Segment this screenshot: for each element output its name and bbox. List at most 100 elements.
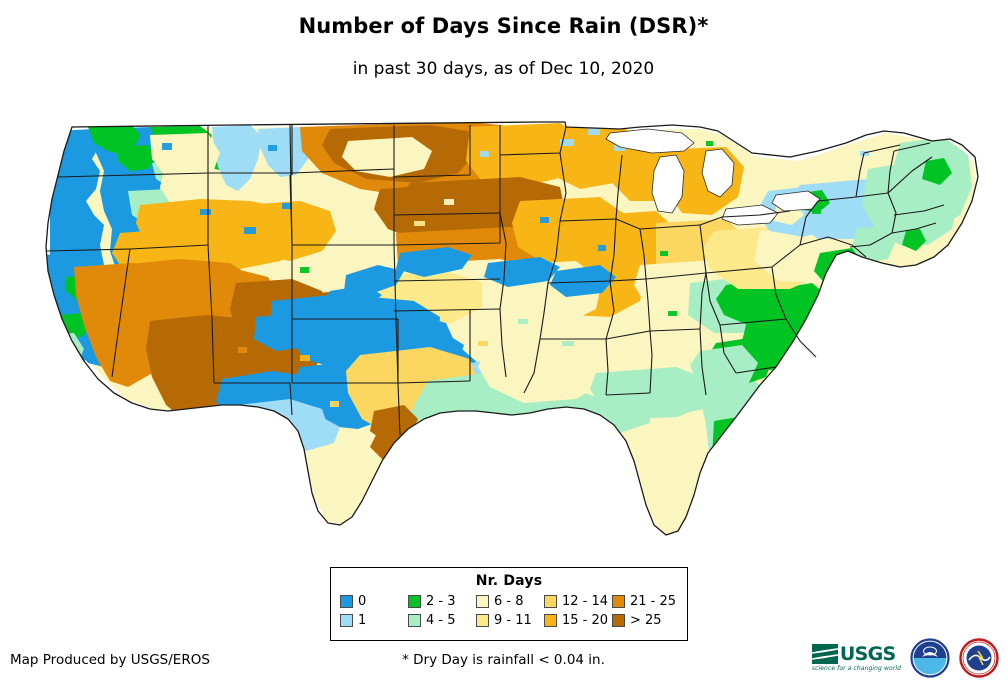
speckle [330,401,339,407]
usgs-logo[interactable]: USGS science for a changing world [811,642,901,672]
speckle [562,341,574,346]
speckle [162,143,172,150]
map-speckle-layer [162,125,869,407]
speckle [706,141,713,146]
speckle [268,145,277,151]
legend-item-8: 21 - 25 [612,592,680,611]
legend-swatch-0 [340,595,353,608]
speckle [668,311,677,316]
legend-swatch-7 [544,614,557,627]
speckle [238,347,247,353]
footer-credit: Map Produced by USGS/EROS [10,652,210,668]
region-maine-mint [892,137,972,229]
legend-swatch-6 [544,595,557,608]
region-mt-nw-blue1 [258,127,312,177]
speckle [200,209,211,215]
region-id-orange2 [238,201,336,261]
noaa-upper-fill [930,641,947,658]
legend-label-9: > 25 [630,613,662,628]
great-lakes [605,128,821,226]
speckle [300,267,309,273]
lake-superior [605,128,695,154]
noaa-lower-fill [913,658,947,675]
region-id-panhandle-blue1 [212,125,262,191]
streak-ne-blue [396,247,472,277]
legend-label-0: 0 [358,594,367,609]
speckle [518,319,528,324]
region-ri-green [902,229,926,251]
streak-mo-blue [484,257,560,287]
legend-label-3: 4 - 5 [426,613,456,628]
region-nj-mint [852,225,896,263]
region-sc-mint [690,345,758,393]
streak-pan-blue [304,293,366,321]
speckle [690,295,698,300]
legend-swatch-4 [476,595,489,608]
legend-item-9: > 25 [612,611,680,630]
speckle [598,245,606,251]
legend-swatch-2 [408,595,421,608]
legend-item-5: 9 - 11 [476,611,544,630]
region-sd-darkbrown2 [374,183,500,243]
region-appalachia-green [716,279,784,325]
speckle [812,209,821,214]
noaa-ellipse [923,646,937,656]
speckle [480,151,489,157]
legend-swatch-1 [340,614,353,627]
legend-label-4: 6 - 8 [494,594,524,609]
speckle [588,125,600,135]
page-subtitle: in past 30 days, as of Dec 10, 2020 [352,59,655,79]
region-nd-orange [466,123,580,187]
legend-label-2: 2 - 3 [426,594,456,609]
nws-lightning-icon [968,654,991,662]
legend-item-7: 15 - 20 [544,611,612,630]
region-co-blue0c [254,313,318,351]
legend-item-1: 1 [340,611,408,630]
legend-label-6: 12 - 14 [562,594,609,609]
speckle [300,355,310,361]
usgs-wave-icon [811,644,838,664]
lake-huron [701,148,735,198]
conus-outline [45,121,979,536]
legend-item-2: 2 - 3 [408,592,476,611]
legend-swatch-8 [612,595,625,608]
legend-label-5: 9 - 11 [494,613,532,628]
lake-michigan [651,154,685,214]
noaa-left-fill [913,641,930,658]
legend-item-3: 4 - 5 [408,611,476,630]
legend-label-1: 1 [358,613,367,628]
usgs-wordmark: USGS [839,642,896,665]
legend-panel: Nr. Days 0 2 - 3 6 - 8 12 - 14 21 - 25 1 [330,567,688,641]
speckle [540,217,549,223]
legend-label-8: 21 - 25 [630,594,677,609]
nws-bolt-icon [977,650,984,666]
speckle [560,139,574,146]
region-mt-pale-center [342,137,432,177]
speckle [660,251,668,256]
choropleth-map[interactable] [0,105,1007,550]
legend-item-0: 0 [340,592,408,611]
legend-item-6: 12 - 14 [544,592,612,611]
usgs-tagline: science for a changing world [811,665,901,672]
region-me-green-sp [922,158,952,185]
nws-logo[interactable] [959,638,999,678]
speckle [478,341,488,346]
region-wa-green-3 [116,145,156,171]
legend-title: Nr. Days [475,573,543,589]
map-raster-layer [46,125,976,535]
legend-item-4: 6 - 8 [476,592,544,611]
logo-strip: USGS science for a changing world [811,635,999,681]
page-title: Number of Days Since Rain (DSR)* [298,14,709,38]
map-container[interactable] [0,105,1007,550]
legend-swatch-3 [408,614,421,627]
speckle [414,221,425,226]
speckle [860,151,869,156]
noaa-logo[interactable] [910,638,950,678]
speckle [614,145,626,151]
map-outside-mask [0,105,1007,550]
legend-swatch-9 [612,614,625,627]
speckle [444,199,454,205]
legend-grid: 0 2 - 3 6 - 8 12 - 14 21 - 25 1 4 - 5 [331,592,687,630]
nws-mid-ring [962,641,996,675]
state-borders [45,121,979,536]
